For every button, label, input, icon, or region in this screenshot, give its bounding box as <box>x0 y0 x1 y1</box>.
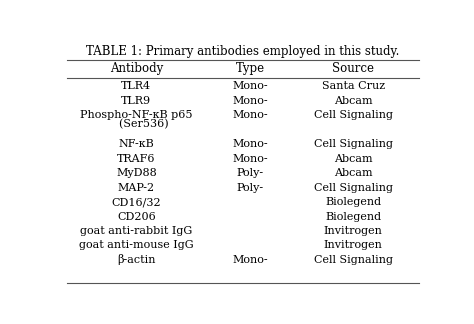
Text: Cell Signaling: Cell Signaling <box>314 139 392 149</box>
Text: Santa Cruz: Santa Cruz <box>321 81 385 91</box>
Text: NF-κB: NF-κB <box>118 139 154 149</box>
Text: TABLE 1: Primary antibodies employed in this study.: TABLE 1: Primary antibodies employed in … <box>86 45 400 58</box>
Text: Invitrogen: Invitrogen <box>324 240 383 250</box>
Text: Mono-: Mono- <box>232 96 268 106</box>
Text: Biolegend: Biolegend <box>325 212 381 222</box>
Text: β-actin: β-actin <box>117 254 155 265</box>
Text: Cell Signaling: Cell Signaling <box>314 110 392 120</box>
Text: Abcam: Abcam <box>334 96 373 106</box>
Text: Abcam: Abcam <box>334 154 373 164</box>
Text: Mono-: Mono- <box>232 154 268 164</box>
Text: Antibody: Antibody <box>110 62 163 75</box>
Text: Cell Signaling: Cell Signaling <box>314 255 392 265</box>
Text: MyD88: MyD88 <box>116 168 157 178</box>
Text: Poly-: Poly- <box>237 182 264 192</box>
Text: Type: Type <box>236 62 265 75</box>
Text: Phospho-NF-κB p65: Phospho-NF-κB p65 <box>80 110 192 120</box>
Text: Biolegend: Biolegend <box>325 197 381 207</box>
Text: MAP-2: MAP-2 <box>118 182 155 192</box>
Text: Invitrogen: Invitrogen <box>324 226 383 236</box>
Text: goat anti-mouse IgG: goat anti-mouse IgG <box>79 240 194 250</box>
Text: Mono-: Mono- <box>232 255 268 265</box>
Text: Abcam: Abcam <box>334 168 373 178</box>
Text: (Ser536): (Ser536) <box>105 119 168 129</box>
Text: TLR9: TLR9 <box>121 96 152 106</box>
Text: TLR4: TLR4 <box>121 81 152 91</box>
Text: Poly-: Poly- <box>237 168 264 178</box>
Text: CD16/32: CD16/32 <box>111 197 161 207</box>
Text: Mono-: Mono- <box>232 81 268 91</box>
Text: CD206: CD206 <box>117 212 156 222</box>
Text: Cell Signaling: Cell Signaling <box>314 182 392 192</box>
Text: TRAF6: TRAF6 <box>117 154 155 164</box>
Text: Mono-: Mono- <box>232 139 268 149</box>
Text: Mono-: Mono- <box>232 110 268 120</box>
Text: goat anti-rabbit IgG: goat anti-rabbit IgG <box>80 226 192 236</box>
Text: Source: Source <box>332 62 374 75</box>
